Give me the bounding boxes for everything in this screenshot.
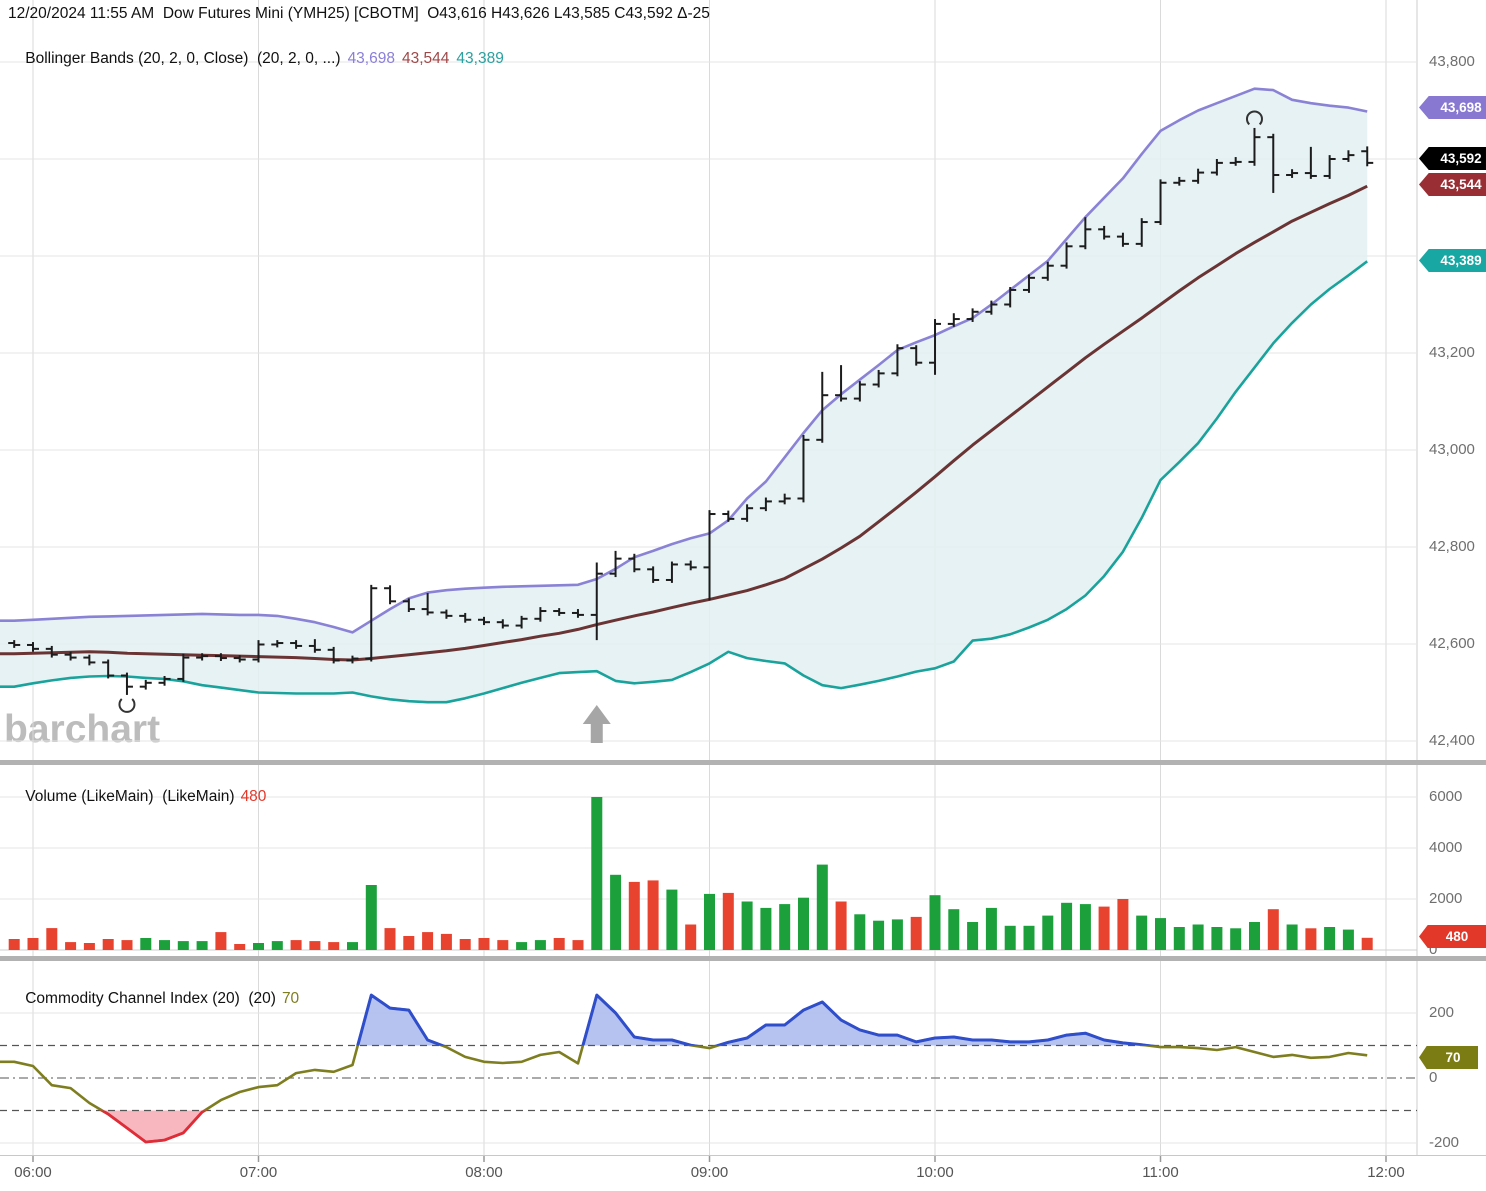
- badge-volume: 480: [1419, 925, 1486, 948]
- badge-bb-middle: 43,544: [1419, 173, 1486, 196]
- badge-bb-lower: 43,389: [1419, 249, 1486, 272]
- cci-axis-label: -200: [1429, 1134, 1460, 1151]
- price-axis-label: 43,200: [1429, 344, 1475, 361]
- cci-panel-label: Commodity Channel Index (20) (20): [25, 990, 276, 1007]
- volume-current-value: 480: [240, 788, 267, 805]
- volume-panel-title: Volume (LikeMain) (LikeMain) 480: [8, 770, 266, 824]
- bollinger-upper-value: 43,698: [347, 50, 395, 67]
- bollinger-middle-value: 43,544: [401, 50, 450, 67]
- badge-last-price: 43,592: [1419, 147, 1486, 170]
- time-axis-label: 09:00: [690, 1164, 729, 1181]
- bollinger-legend: Bollinger Bands (20, 2, 0, Close) (20, 2…: [8, 32, 504, 86]
- bollinger-legend-label: Bollinger Bands (20, 2, 0, Close) (20, 2…: [25, 50, 341, 67]
- badge-bb-upper: 43,698: [1419, 96, 1486, 119]
- barchart-watermark: barchart: [4, 708, 161, 751]
- time-axis-label: 08:00: [465, 1164, 503, 1181]
- volume-axis-label: 6000: [1429, 788, 1463, 805]
- price-axis-label: 42,800: [1429, 538, 1475, 555]
- time-axis-label: 11:00: [1142, 1164, 1179, 1181]
- price-axis-label: 42,600: [1429, 635, 1475, 652]
- cci-axis-label: 200: [1429, 1004, 1455, 1021]
- volume-panel-label: Volume (LikeMain) (LikeMain): [25, 788, 235, 805]
- price-axis-label: 43,000: [1429, 441, 1475, 458]
- cci-panel-title: Commodity Channel Index (20) (20) 70: [8, 972, 299, 1026]
- badge-cci: 70: [1419, 1046, 1478, 1069]
- cci-axis-label: 0: [1429, 1069, 1438, 1086]
- cci-current-value: 70: [281, 990, 300, 1007]
- volume-axis-label: 4000: [1429, 839, 1463, 856]
- time-axis-label: 10:00: [916, 1164, 954, 1181]
- volume-axis-label: 0: [1429, 941, 1438, 958]
- time-axis-label: 06:00: [14, 1164, 52, 1181]
- time-axis-label: 07:00: [239, 1164, 278, 1181]
- chart-title: 12/20/2024 11:55 AM Dow Futures Mini (YM…: [8, 5, 710, 22]
- price-axis-label: 42,400: [1429, 732, 1475, 749]
- volume-axis-label: 2000: [1429, 890, 1463, 907]
- bollinger-lower-value: 43,389: [456, 50, 504, 67]
- price-axis-label: 43,800: [1429, 53, 1475, 70]
- time-axis-label: 12:00: [1367, 1164, 1405, 1181]
